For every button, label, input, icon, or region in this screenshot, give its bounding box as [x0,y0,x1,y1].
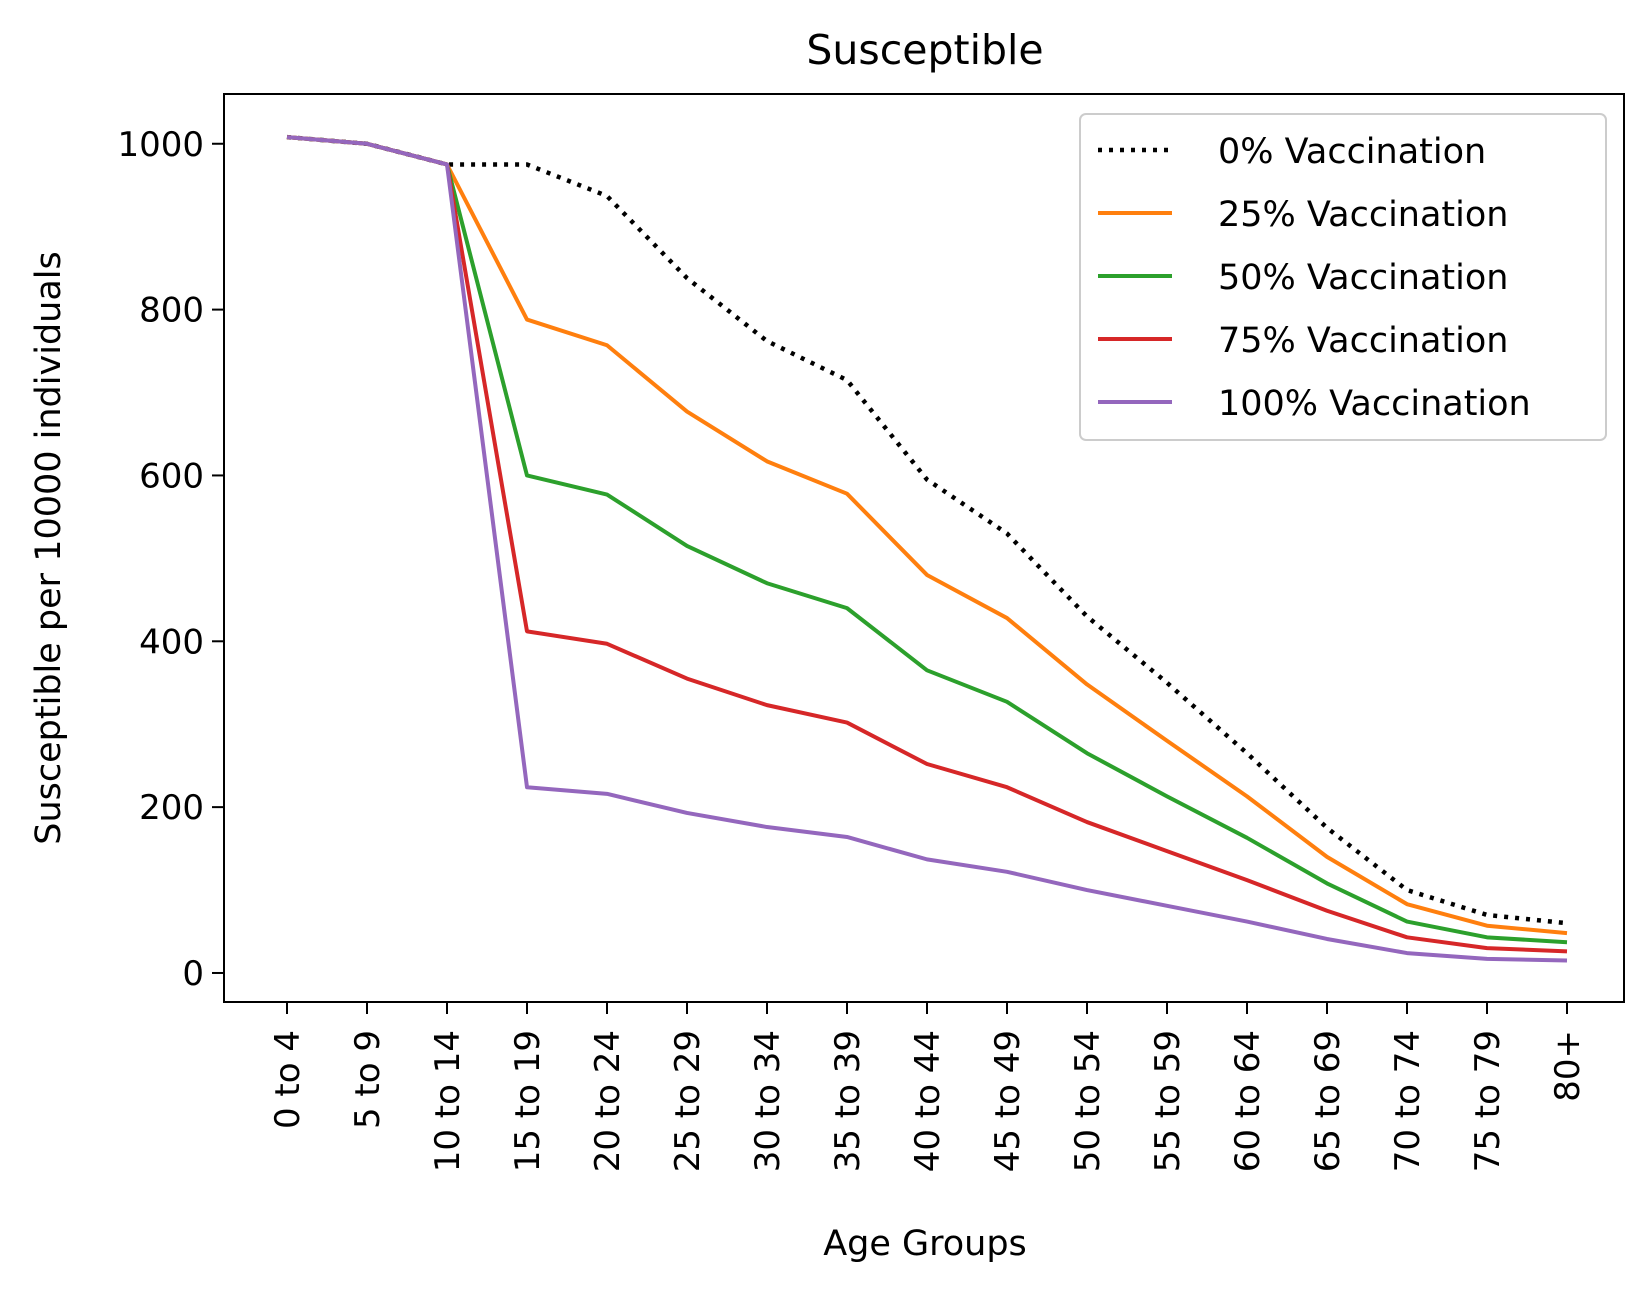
y-tick-label: 200 [139,788,204,828]
x-tick-label: 0 to 4 [268,1030,308,1129]
y-tick-label: 800 [139,291,204,331]
chart-title: Susceptible [806,26,1043,74]
series-line-3 [286,135,1568,954]
y-tick-label: 600 [139,456,204,496]
x-axis-label: Age Groups [823,1224,1027,1264]
x-tick-label: 55 to 59 [1148,1030,1188,1172]
legend-entry-label: 75% Vaccination [1218,321,1508,361]
x-tick-label: 65 to 69 [1308,1030,1348,1172]
x-tick-label: 30 to 34 [748,1030,788,1172]
y-tick-label: 400 [139,622,204,662]
x-tick-label: 10 to 14 [428,1030,468,1172]
series-line-1 [286,135,1568,936]
x-tick-label: 50 to 54 [1068,1030,1108,1172]
series-line-4 [286,135,1568,963]
legend-entry-label: 0% Vaccination [1218,132,1486,172]
legend-box [1079,113,1607,441]
x-tick-label: 25 to 29 [668,1030,708,1172]
x-tick-label: 45 to 49 [988,1030,1028,1172]
legend-entry-label: 50% Vaccination [1218,258,1508,298]
series-line-2 [286,135,1568,945]
legend-entry-label: 25% Vaccination [1218,195,1508,235]
y-tick-label: 1000 [117,125,204,165]
x-tick-label: 80+ [1548,1030,1588,1102]
plot-series [286,134,1568,963]
x-tick-label: 75 to 79 [1468,1030,1508,1172]
legend: 0% Vaccination 25% Vaccination 50% Vaccina… [1079,113,1607,441]
x-axis: 0 to 4 5 to 9 10 to 14 15 to 19 20 to 24 25 t… [268,1002,1588,1172]
x-tick-label: 35 to 39 [828,1030,868,1172]
x-tick-label: 40 to 44 [908,1030,948,1172]
x-tick-label: 20 to 24 [588,1030,628,1172]
legend-entry-label: 100% Vaccination [1218,384,1531,424]
x-tick-label: 60 to 64 [1228,1030,1268,1172]
y-axis-label: Susceptible per 10000 individuals [29,251,69,845]
x-tick-label: 5 to 9 [348,1030,388,1129]
x-tick-label: 15 to 19 [508,1030,548,1172]
series-line-0 [286,134,1568,926]
plot-frame [223,93,1625,1003]
y-tick-label: 0 [182,954,204,994]
x-tick-label: 70 to 74 [1388,1030,1428,1172]
y-axis: 0 200 400 600 800 1000 [117,125,224,994]
